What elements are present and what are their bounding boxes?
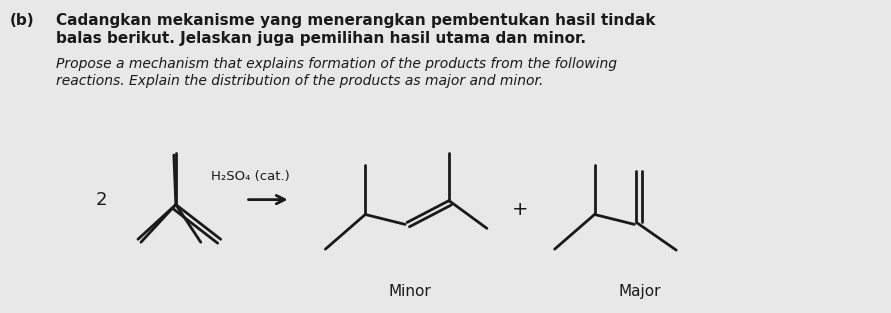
Text: Cadangkan mekanisme yang menerangkan pembentukan hasil tindak: Cadangkan mekanisme yang menerangkan pem… — [56, 13, 656, 28]
Text: +: + — [511, 200, 528, 219]
Text: Minor: Minor — [388, 284, 431, 299]
Text: balas berikut. Jelaskan juga pemilihan hasil utama dan minor.: balas berikut. Jelaskan juga pemilihan h… — [56, 31, 586, 46]
Text: H₂SO₄ (cat.): H₂SO₄ (cat.) — [211, 170, 290, 183]
Text: 2: 2 — [96, 191, 108, 208]
Text: reactions. Explain the distribution of the products as major and minor.: reactions. Explain the distribution of t… — [56, 74, 544, 88]
Text: Major: Major — [618, 284, 660, 299]
Text: (b): (b) — [10, 13, 34, 28]
Text: Propose a mechanism that explains formation of the products from the following: Propose a mechanism that explains format… — [56, 57, 617, 71]
